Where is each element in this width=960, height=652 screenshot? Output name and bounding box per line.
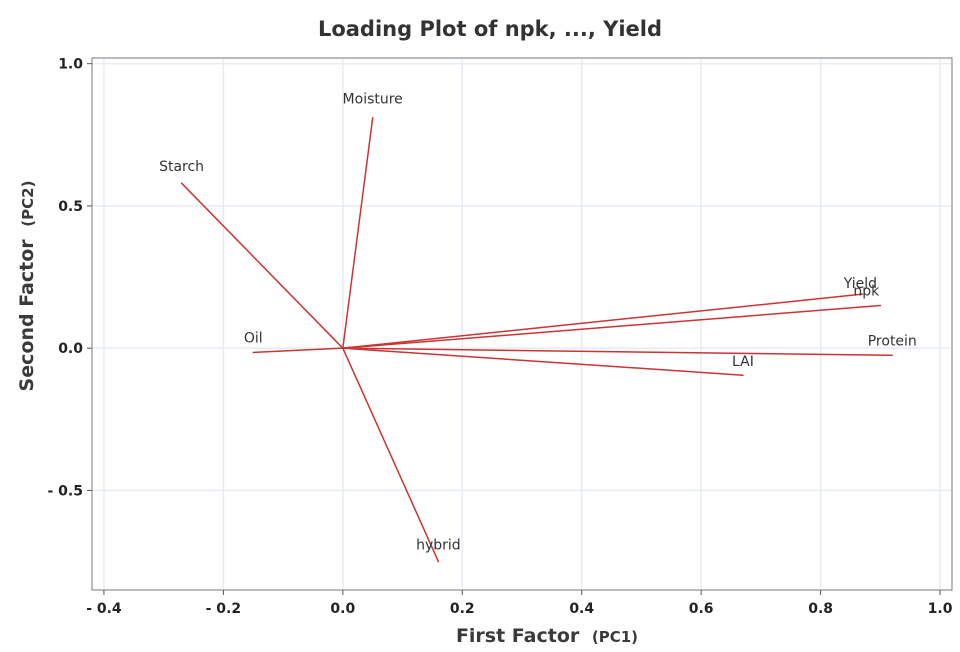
y-axis-label-main: Second Factor	[16, 239, 38, 392]
loading-vector-yield	[342, 293, 864, 349]
x-tick-label: 1.0	[928, 601, 953, 617]
variable-label-protein: Protein	[868, 333, 917, 349]
plot-frame	[91, 57, 953, 591]
x-tick-label: 0.4	[569, 601, 594, 617]
y-tick-label: 0.5	[58, 199, 83, 215]
variable-label-npk: npk	[853, 284, 880, 300]
variable-label-moisture: Moisture	[343, 92, 403, 108]
x-axis-label-suffix: (PC1)	[592, 628, 638, 646]
x-tick-label: 0.2	[450, 601, 475, 617]
loading-vector-oil	[252, 347, 344, 354]
y-axis-ticks: - 0.5 0.0 0.5 1.0	[48, 57, 92, 499]
loading-vector-protein	[342, 347, 894, 357]
variable-label-yield: Yield	[843, 276, 877, 292]
x-axis-label: First Factor (PC1)	[456, 625, 638, 647]
variable-label-lai: LAI	[732, 354, 754, 370]
y-tick-label: 0.0	[58, 341, 83, 357]
variable-label-oil: Oil	[244, 330, 263, 346]
y-tick-label: 1.0	[58, 57, 83, 73]
y-tick-label: - 0.5	[48, 483, 84, 499]
loading-vectors	[180, 116, 894, 563]
x-tick-label: - 0.2	[206, 601, 242, 617]
chart-title: Loading Plot of npk, ..., Yield	[318, 17, 662, 41]
loading-vector-hybrid	[342, 347, 440, 563]
variable-label-starch: Starch	[159, 159, 204, 175]
x-axis-ticks: - 0.4 - 0.2 0.0 0.2 0.4 0.6 0.8 1.0	[86, 590, 953, 617]
y-axis-label: Second Factor (PC2)	[16, 181, 38, 392]
loading-vector-npk	[342, 304, 882, 349]
x-axis-label-main: First Factor	[456, 625, 580, 647]
x-tick-label: 0.0	[330, 601, 355, 617]
x-tick-label: 0.8	[808, 601, 833, 617]
loading-vector-lai	[342, 347, 744, 376]
loading-vector-starch	[180, 182, 344, 349]
y-axis-label-suffix: (PC2)	[19, 181, 37, 227]
x-tick-label: - 0.4	[86, 601, 122, 617]
loading-vector-moisture	[342, 116, 374, 349]
variable-label-hybrid: hybrid	[416, 538, 461, 554]
x-tick-label: 0.6	[689, 601, 714, 617]
